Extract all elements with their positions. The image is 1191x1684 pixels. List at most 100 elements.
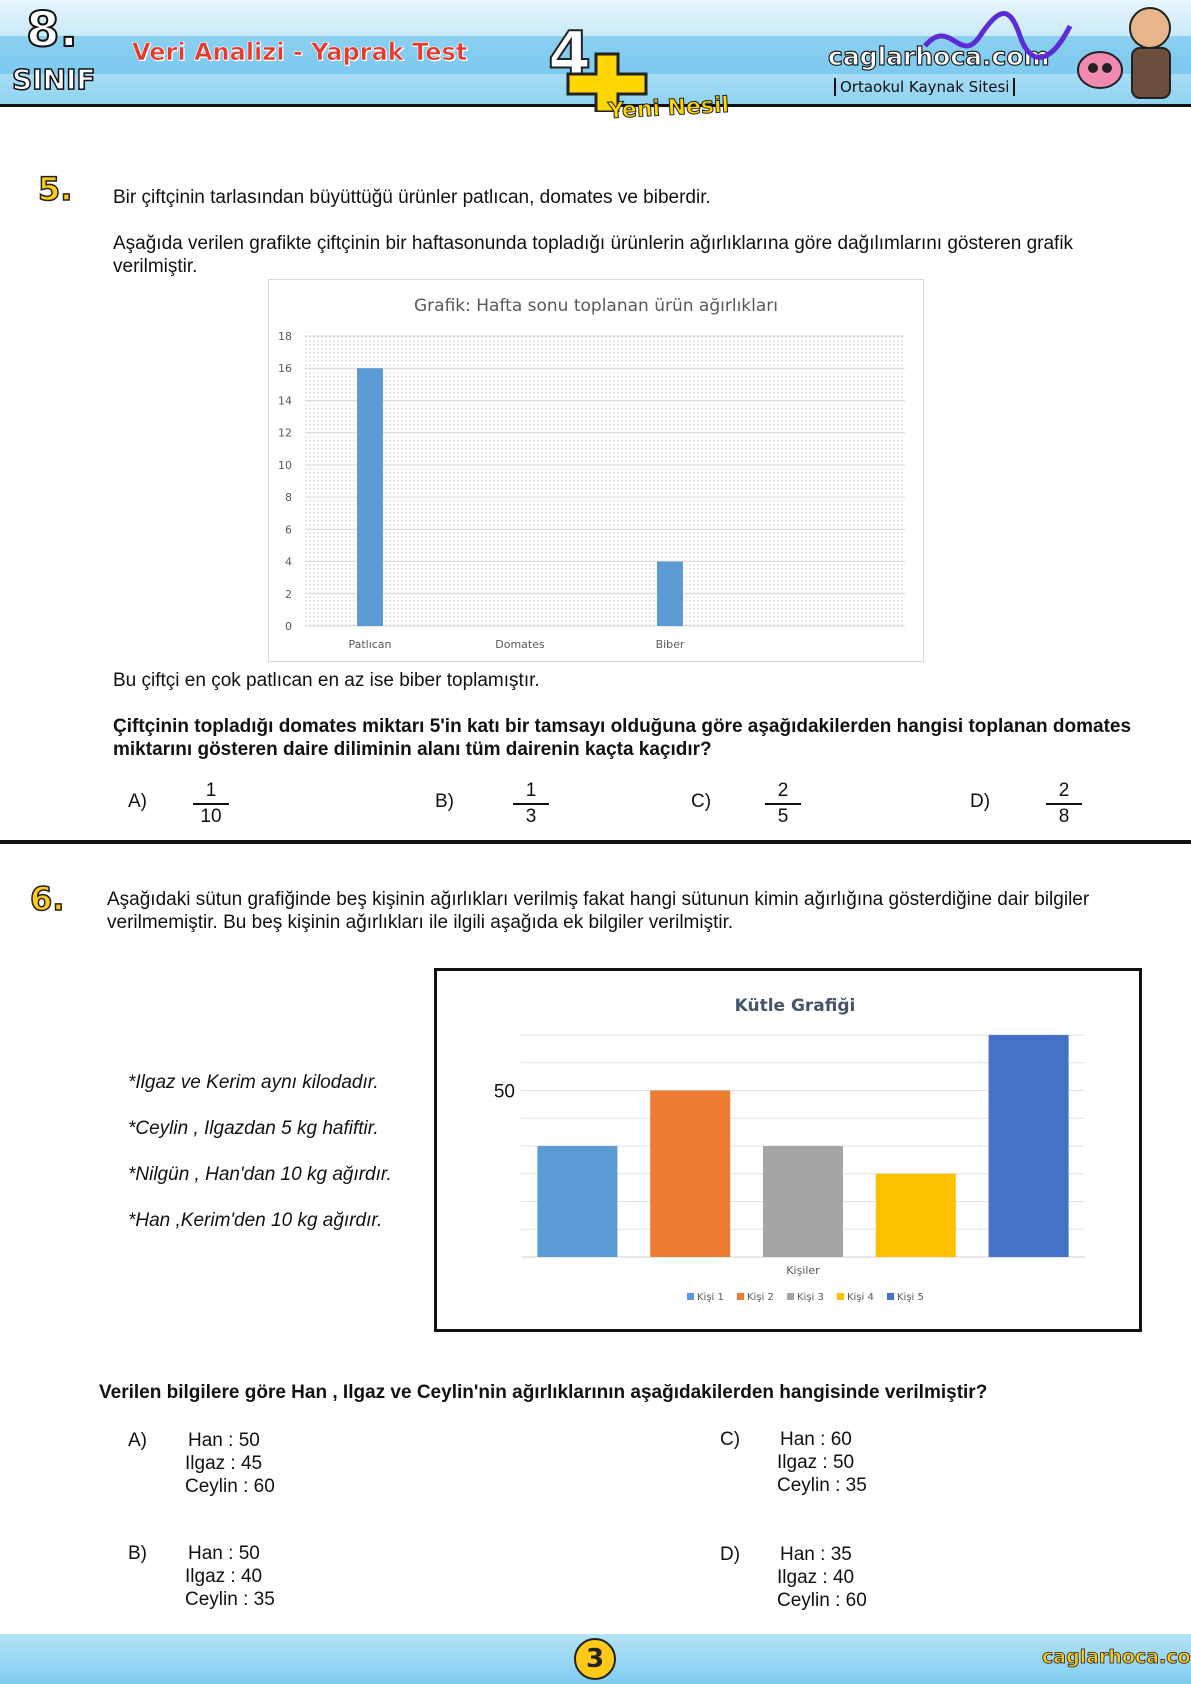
legend-label: Kişi 5 (897, 1292, 924, 1303)
option-line-ilgaz: Ilgaz : 40 (185, 1566, 263, 1587)
q6-clue-2: *Ceylin , Ilgazdan 5 kg hafiftir. (128, 1118, 379, 1139)
chart-mass: Kütle Grafiği 50 Kişiler Kişi 1 Kişi 2 Kişi 3… (434, 968, 1142, 1332)
site-name: caglarhoca.com (827, 41, 1050, 71)
option-line-ceylin: Ceylin : 60 (185, 1476, 275, 1497)
option-line-ilgaz: Ilgaz : 40 (777, 1567, 855, 1588)
y-tick-label: 4 (285, 556, 292, 569)
site-subtitle: Ortaokul Kaynak Sitesi (834, 78, 1016, 96)
y-tick-label: 8 (285, 491, 292, 504)
test-title: Veri Analizi - Yaprak Test (132, 38, 468, 67)
y-tick-label: 12 (278, 427, 292, 440)
bar-kişi-3 (763, 1146, 843, 1257)
grade-label: SINIF (11, 63, 96, 96)
x-tick-label: Domates (495, 638, 545, 651)
q6-clue-3: *Nilgün , Han'dan 10 kg ağırdır. (128, 1164, 392, 1185)
option-line-ilgaz: Ilgaz : 50 (777, 1452, 855, 1473)
option-line-han: Han : 50 (188, 1543, 260, 1564)
q6-option-b-label[interactable]: B) (128, 1543, 147, 1564)
fraction-bar (513, 803, 549, 805)
y-tick-label: 14 (278, 394, 292, 407)
fraction-bar (765, 803, 801, 805)
footer-site-name: caglarhoca.com (1042, 1646, 1191, 1669)
q5-question: Çiftçinin topladığı domates miktarı 5'in… (113, 716, 1132, 760)
q5-option-d-fraction[interactable]: 2 8 (1044, 780, 1084, 828)
option-line-ceylin: Ceylin : 35 (185, 1589, 275, 1610)
legend-swatch (737, 1293, 744, 1300)
q6-question: Verilen bilgilere göre Han , Ilgaz ve Ce… (99, 1382, 988, 1403)
plus-badge-icon (566, 52, 648, 112)
grade-number: 8. (25, 2, 79, 58)
y-tick-label: 10 (278, 459, 292, 472)
legend-label: Kişi 4 (847, 1292, 874, 1303)
option-line-ceylin: Ceylin : 35 (777, 1475, 867, 1496)
legend-swatch (787, 1293, 794, 1300)
legend-swatch (837, 1293, 844, 1300)
option-line-han: Han : 50 (188, 1430, 260, 1451)
chart-title: Kütle Grafiği (735, 996, 856, 1016)
legend-label: Kişi 3 (797, 1292, 824, 1303)
q6-option-b-body[interactable]: Han : 50 Ilgaz : 40 Ceylin : 35 (185, 1542, 275, 1611)
q6-option-a-body[interactable]: Han : 50 Ilgaz : 45 Ceylin : 60 (185, 1429, 275, 1498)
fraction-denominator: 8 (1058, 806, 1070, 827)
bar-kişi-1 (537, 1146, 618, 1257)
question-6-number: 6. (29, 879, 65, 919)
y-tick-label: 6 (285, 523, 292, 536)
q6-option-d-label[interactable]: D) (720, 1544, 741, 1565)
q5-option-b-label[interactable]: B) (435, 791, 454, 812)
q6-intro: Aşağıdaki sütun grafiğinde beş kişinin a… (107, 889, 1090, 933)
q5-option-a-fraction[interactable]: 1 10 (191, 780, 231, 828)
bar-kişi-4 (875, 1173, 956, 1257)
q6-option-c-label[interactable]: C) (720, 1429, 741, 1450)
option-line-ceylin: Ceylin : 60 (777, 1590, 867, 1611)
option-line-ilgaz: Ilgaz : 45 (185, 1453, 263, 1474)
q5-intro: Bir çiftçinin tarlasından büyüttüğü ürün… (113, 187, 711, 208)
y-tick-label: 18 (278, 330, 292, 343)
page-number: 3 (574, 1638, 616, 1680)
q5-option-a-label[interactable]: A) (128, 791, 147, 812)
q6-option-a-label[interactable]: A) (128, 1430, 147, 1451)
option-line-han: Han : 35 (780, 1544, 852, 1565)
chart-product-weights: Grafik: Hafta sonu toplanan ürün ağırlık… (268, 279, 924, 662)
fraction-bar (193, 803, 229, 805)
decorative-squiggle-icon (923, 11, 1073, 60)
bar-kişi-5 (988, 1035, 1069, 1257)
bar-kişi-2 (650, 1090, 731, 1257)
fraction-denominator: 10 (200, 806, 222, 827)
y-tick-label: 2 (285, 588, 292, 601)
x-tick-label: Biber (656, 638, 685, 651)
legend-label: Kişi 2 (747, 1292, 774, 1303)
q5-chart-note: Bu çiftçi en çok patlıcan en az ise bibe… (113, 670, 540, 691)
q6-clue-4: *Han ,Kerim'den 10 kg ağırdır. (128, 1210, 383, 1231)
fraction-numerator: 1 (525, 780, 537, 801)
fraction-bar (1046, 803, 1082, 805)
bar-patlıcan (357, 368, 383, 626)
bar-biber (657, 561, 683, 626)
page-header: 8. SINIF Veri Analizi - Yaprak Test 4 Ye… (0, 0, 1191, 125)
chart-title: Grafik: Hafta sonu toplanan ürün ağırlık… (414, 296, 778, 316)
plot-area (305, 336, 905, 626)
y-tick-label: 16 (278, 362, 292, 375)
fraction-numerator: 2 (1058, 780, 1070, 801)
q6-option-c-body[interactable]: Han : 60 Ilgaz : 50 Ceylin : 35 (777, 1428, 867, 1497)
x-axis-label: Kişiler (786, 1264, 820, 1277)
legend-swatch (687, 1293, 694, 1300)
q5-option-b-fraction[interactable]: 1 3 (511, 780, 551, 828)
y-tick-label: 50 (494, 1082, 515, 1103)
fraction-denominator: 3 (525, 806, 537, 827)
q5-option-c-label[interactable]: C) (691, 791, 712, 812)
fraction-numerator: 1 (205, 780, 217, 801)
badge-label: Yeni Nesil (607, 92, 730, 125)
q6-clue-1: *Ilgaz ve Kerim aynı kilodadır. (128, 1072, 379, 1093)
fraction-denominator: 5 (777, 806, 789, 827)
q5-option-c-fraction[interactable]: 2 5 (763, 780, 803, 828)
fraction-numerator: 2 (777, 780, 789, 801)
q6-option-d-body[interactable]: Han : 35 Ilgaz : 40 Ceylin : 60 (777, 1543, 867, 1612)
legend-swatch (887, 1293, 894, 1300)
q5-option-d-label[interactable]: D) (970, 791, 991, 812)
q5-description: Aşağıda verilen grafikte çiftçinin bir h… (113, 233, 1074, 277)
legend-label: Kişi 1 (697, 1292, 724, 1303)
x-tick-label: Patlıcan (348, 638, 391, 651)
y-tick-label: 0 (285, 620, 292, 633)
option-line-han: Han : 60 (780, 1429, 852, 1450)
question-divider (0, 840, 1191, 844)
